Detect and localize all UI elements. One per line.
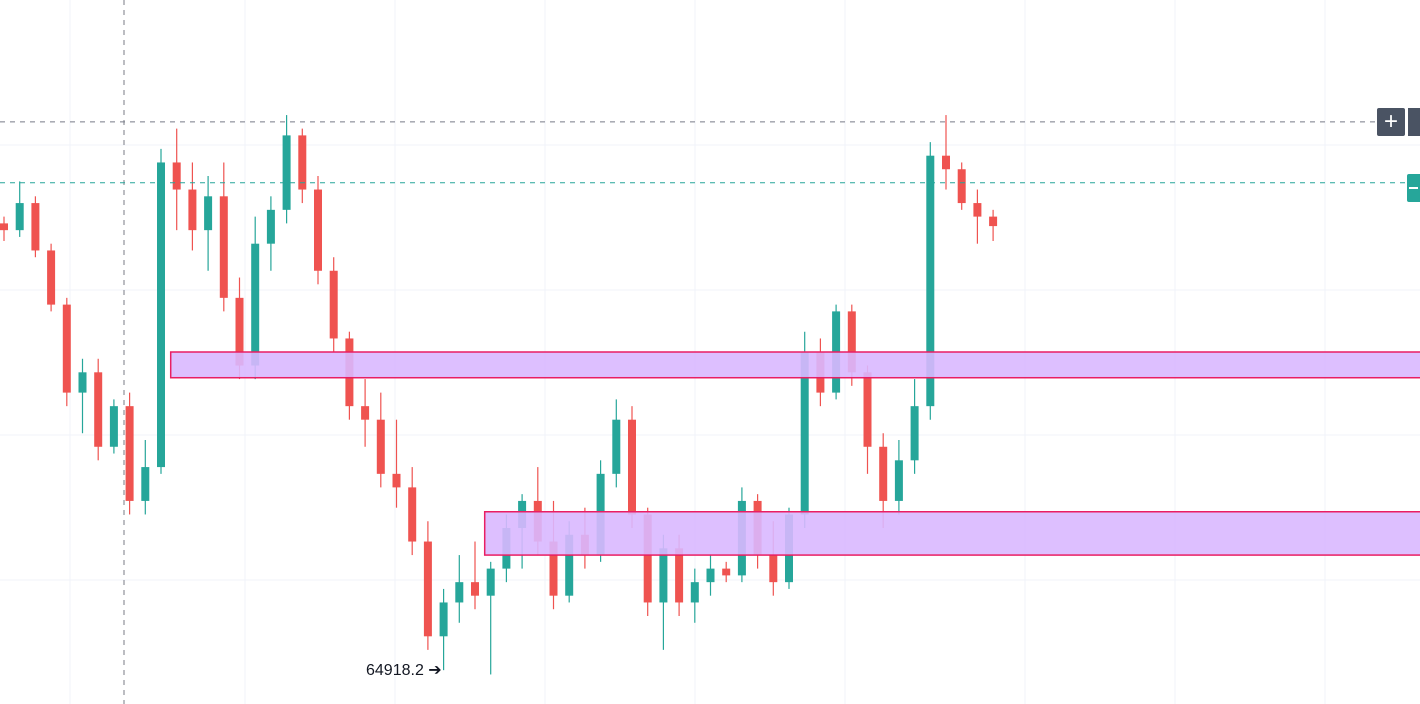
candle-body — [78, 372, 87, 393]
candle-body — [376, 419, 385, 474]
zone-box — [483, 511, 1420, 556]
candle-body — [690, 582, 699, 603]
candle-body — [989, 216, 998, 227]
candle-body — [31, 203, 40, 251]
candle-body — [408, 487, 417, 542]
candle-body — [879, 446, 888, 501]
add-alert-button[interactable]: + — [1377, 108, 1405, 136]
candle-body — [62, 304, 71, 393]
candle-body — [471, 582, 479, 596]
candle-body — [957, 169, 966, 204]
candle-body — [486, 568, 495, 596]
candle-body — [722, 568, 731, 576]
candle-body — [769, 555, 778, 583]
current-price-tag — [1407, 174, 1420, 202]
candle-body — [298, 135, 307, 190]
candle-body — [942, 155, 950, 170]
candles — [0, 115, 998, 675]
candle-body — [675, 548, 684, 603]
candle-body — [800, 352, 809, 515]
crosshair-price-tag — [1408, 108, 1420, 136]
candle-body — [847, 311, 856, 373]
candle-body — [188, 189, 197, 231]
dash-icon — [1409, 187, 1418, 189]
zones — [169, 351, 1420, 556]
candle-body — [973, 203, 982, 217]
candle-body — [282, 135, 291, 210]
low-price-value: 64918.2 — [366, 662, 424, 679]
zone-box — [169, 351, 1420, 379]
candle-body — [235, 297, 244, 366]
candle-body — [251, 243, 260, 366]
candle-body — [628, 419, 636, 515]
candle-body — [172, 162, 181, 190]
candle-body — [565, 534, 574, 596]
candle-body — [361, 406, 370, 420]
candle-body — [0, 223, 8, 231]
candle-body — [926, 155, 935, 407]
candle-body — [47, 250, 56, 305]
candle-body — [549, 541, 558, 596]
candle-body — [423, 541, 432, 637]
candle-body — [612, 419, 621, 474]
candle-body — [204, 196, 213, 231]
candle-body — [109, 406, 118, 447]
candle-body — [894, 460, 903, 501]
candle-body — [15, 203, 24, 231]
candle-body — [125, 406, 134, 501]
candle-body — [157, 162, 165, 468]
candle-body — [439, 602, 448, 637]
candle-body — [863, 372, 872, 447]
candle-body — [266, 209, 275, 244]
candle-body — [392, 473, 401, 488]
candle-body — [659, 548, 668, 603]
candle-body — [141, 467, 150, 501]
plus-icon: + — [1383, 108, 1398, 135]
arrow-right-icon: ➔ — [428, 662, 442, 679]
low-price-label: 64918.2 ➔ — [366, 660, 442, 680]
candle-body — [329, 270, 338, 339]
candle-body — [314, 189, 322, 271]
candle-body — [706, 568, 715, 583]
candle-body — [219, 196, 228, 298]
candle-body — [910, 406, 919, 461]
candle-body — [643, 514, 652, 603]
candle-body — [94, 372, 103, 447]
candle-body — [455, 582, 464, 603]
